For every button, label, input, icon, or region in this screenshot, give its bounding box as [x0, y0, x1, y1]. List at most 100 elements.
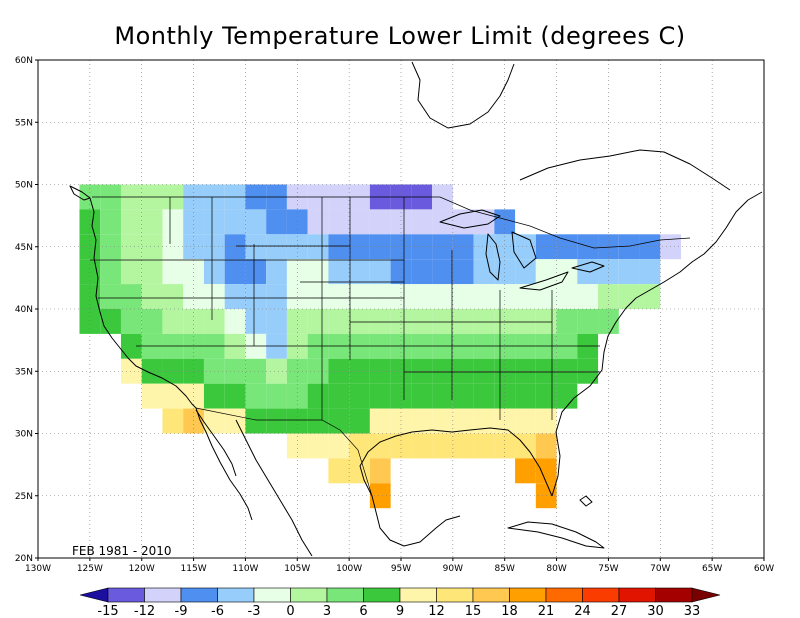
temperature-cell	[266, 284, 287, 309]
colorbar-label: 9	[396, 604, 404, 618]
temperature-cell	[577, 309, 599, 334]
lon-tick-label: 105W	[284, 564, 310, 574]
colorbar-label: -9	[175, 604, 188, 618]
temperature-cell	[390, 259, 412, 285]
map-title: Monthly Temperature Lower Limit (degrees…	[114, 22, 686, 50]
temperature-cell	[494, 309, 516, 334]
temperature-cell	[328, 458, 350, 484]
temperature-cell	[639, 259, 661, 285]
lon-tick-label: 65W	[702, 564, 722, 574]
temperature-cell	[162, 383, 184, 409]
lat-tick-label: 25N	[15, 492, 33, 502]
lon-tick-label: 100W	[336, 564, 362, 574]
temperature-cell	[245, 383, 267, 409]
colorbar-swatch	[107, 587, 145, 603]
temperature-cell	[535, 408, 557, 434]
temperature-cell	[349, 383, 370, 409]
colorbar-swatch	[290, 587, 328, 603]
state-lines-vertical	[169, 197, 553, 420]
temperature-cell	[328, 284, 350, 309]
temperature-cell	[452, 234, 474, 260]
lat-tick-label: 55N	[15, 118, 33, 128]
temperature-cell	[328, 383, 350, 409]
temperature-cell	[328, 408, 350, 434]
temperature-cell	[245, 284, 267, 309]
temperature-cell	[473, 234, 495, 260]
lat-tick-label: 60N	[15, 56, 33, 66]
lon-tick-label: 90W	[443, 564, 463, 574]
lat-tick-label: 35N	[15, 367, 33, 377]
lon-tick-label: 95W	[391, 564, 411, 574]
temperature-cell	[473, 408, 495, 434]
vancouver-island-coastline	[69, 185, 91, 201]
atlantic-coastline	[551, 191, 763, 497]
temperature-cell	[411, 284, 433, 309]
temperature-cell	[79, 309, 101, 334]
colorbar-swatch	[582, 587, 620, 603]
mexico-west-coastline	[235, 419, 313, 557]
lat-tick-label: 20N	[15, 554, 33, 564]
temperature-cell	[245, 234, 267, 260]
lon-tick-label: 75W	[598, 564, 618, 574]
colorbar-swatch	[363, 587, 401, 603]
hudson-bay-coastline	[411, 61, 515, 129]
temperature-cell	[203, 209, 225, 235]
temperature-cell	[369, 284, 391, 309]
temperature-cell	[452, 358, 474, 384]
lon-tick-label: 110W	[232, 564, 258, 574]
temperature-cell	[266, 259, 287, 285]
temperature-cell	[286, 309, 308, 334]
temperature-cell	[390, 309, 412, 334]
baja-coastline	[195, 409, 237, 477]
temperature-cell	[535, 433, 557, 459]
temperature-cell	[141, 358, 163, 384]
lon-tick-label: 130W	[25, 564, 51, 574]
temperature-cell	[618, 259, 640, 285]
lat-tick-label: 40N	[15, 305, 33, 315]
temperature-cell	[577, 284, 599, 309]
temperature-cell	[473, 259, 495, 285]
temperature-cell	[349, 259, 370, 285]
temperature-cell	[349, 458, 370, 484]
temperature-cell	[203, 408, 225, 434]
temperature-cell	[245, 358, 267, 384]
lon-tick-label: 85W	[495, 564, 515, 574]
temperature-cell	[432, 259, 453, 285]
colorbar-swatch	[436, 587, 474, 603]
temperature-cell	[390, 408, 412, 434]
temperature-cell	[432, 309, 453, 334]
temperature-cell	[183, 259, 204, 285]
temperature-cell	[203, 284, 225, 309]
temperature-cell	[349, 358, 370, 384]
colorbar-swatch	[253, 587, 291, 603]
temperature-cell	[494, 209, 516, 235]
temperature-cell	[141, 284, 163, 309]
temperature-cell	[120, 309, 142, 334]
lake-superior	[439, 209, 501, 229]
temperature-cell	[162, 234, 184, 260]
temperature-cell	[390, 234, 412, 260]
temperature-cell	[515, 309, 536, 334]
temperature-cell	[224, 284, 246, 309]
temperature-cell	[286, 234, 308, 260]
temperature-cell	[452, 408, 474, 434]
temperature-cell	[224, 383, 246, 409]
lon-tick-label: 120W	[129, 564, 155, 574]
temperature-cell	[452, 209, 474, 235]
temperature-cell	[100, 309, 121, 334]
temperature-cell	[494, 433, 516, 459]
bahamas-coastline	[579, 495, 593, 507]
temperature-cell	[286, 358, 308, 384]
temperature-cell	[432, 284, 453, 309]
colorbar-swatch	[399, 587, 437, 603]
temperature-cell	[349, 284, 370, 309]
colorbar-swatch	[618, 587, 656, 603]
temperature-cell	[162, 284, 184, 309]
temperature-cell	[556, 259, 578, 285]
temperature-cell	[577, 358, 599, 384]
colorbar-label: 30	[647, 604, 664, 618]
temperature-cell	[79, 209, 101, 235]
temperature-cell	[100, 284, 121, 309]
pacific-coastline	[89, 197, 253, 521]
temperature-cell	[307, 433, 329, 459]
